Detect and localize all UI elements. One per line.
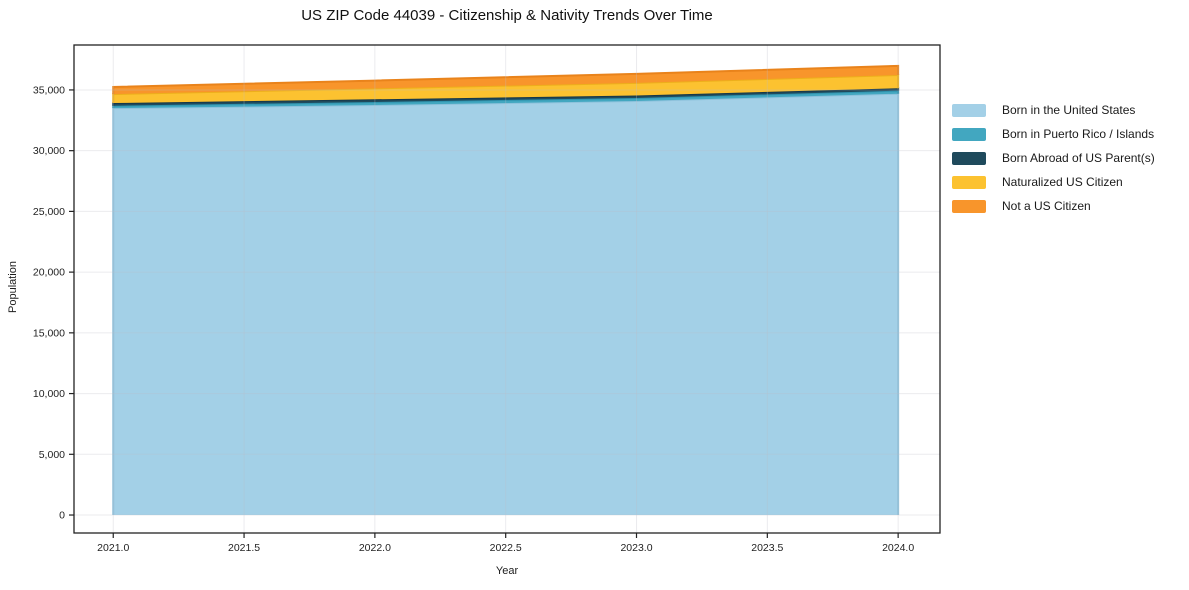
y-tick-label: 0 <box>59 510 65 522</box>
area-series-1 <box>113 93 899 516</box>
legend-item-3: Born Abroad of US Parent(s) <box>952 152 1155 165</box>
x-tick-label: 2022.0 <box>359 542 391 554</box>
legend-swatch <box>952 200 986 213</box>
legend-swatch <box>952 176 986 189</box>
x-tick-label: 2023.5 <box>751 542 783 554</box>
x-tick-label: 2021.0 <box>97 542 129 554</box>
x-tick-label: 2021.5 <box>228 542 260 554</box>
area-series-4 <box>113 74 899 104</box>
area-series-line-4 <box>112 73 900 104</box>
legend-item-5: Not a US Citizen <box>952 200 1155 213</box>
y-axis-title: Population <box>7 261 19 313</box>
area-series-line-2 <box>112 89 900 109</box>
x-tick-label: 2022.5 <box>490 542 522 554</box>
y-tick-label: 15,000 <box>33 327 65 339</box>
y-tick-label: 35,000 <box>33 84 65 96</box>
area-series-line-5 <box>112 64 900 95</box>
x-tick-label: 2024.0 <box>882 542 914 554</box>
legend-label: Born in the United States <box>1002 103 1136 117</box>
area-series-3 <box>113 88 899 106</box>
plot-border <box>73 44 941 534</box>
chart-title: US ZIP Code 44039 - Citizenship & Nativi… <box>301 7 713 24</box>
y-tick-label: 30,000 <box>33 145 65 157</box>
legend: Born in the United States Born in Puerto … <box>952 104 1155 213</box>
legend-label: Born Abroad of US Parent(s) <box>1002 151 1155 165</box>
legend-swatch <box>952 128 986 141</box>
legend-swatch <box>952 104 986 117</box>
y-tick-label: 5,000 <box>39 449 65 461</box>
legend-swatch <box>952 152 986 165</box>
legend-label: Not a US Citizen <box>1002 199 1091 213</box>
y-tick-label: 20,000 <box>33 267 65 279</box>
y-tick-label: 25,000 <box>33 206 65 218</box>
legend-item-4: Naturalized US Citizen <box>952 176 1155 189</box>
x-axis-title: Year <box>495 565 519 577</box>
y-tick-label: 10,000 <box>33 388 65 400</box>
area-series-5 <box>113 65 899 95</box>
legend-item-2: Born in Puerto Rico / Islands <box>952 128 1155 141</box>
x-tick-label: 2023.0 <box>620 542 652 554</box>
legend-label: Born in Puerto Rico / Islands <box>1002 127 1155 141</box>
legend-item-1: Born in the United States <box>952 104 1155 117</box>
legend-label: Naturalized US Citizen <box>1002 175 1123 189</box>
